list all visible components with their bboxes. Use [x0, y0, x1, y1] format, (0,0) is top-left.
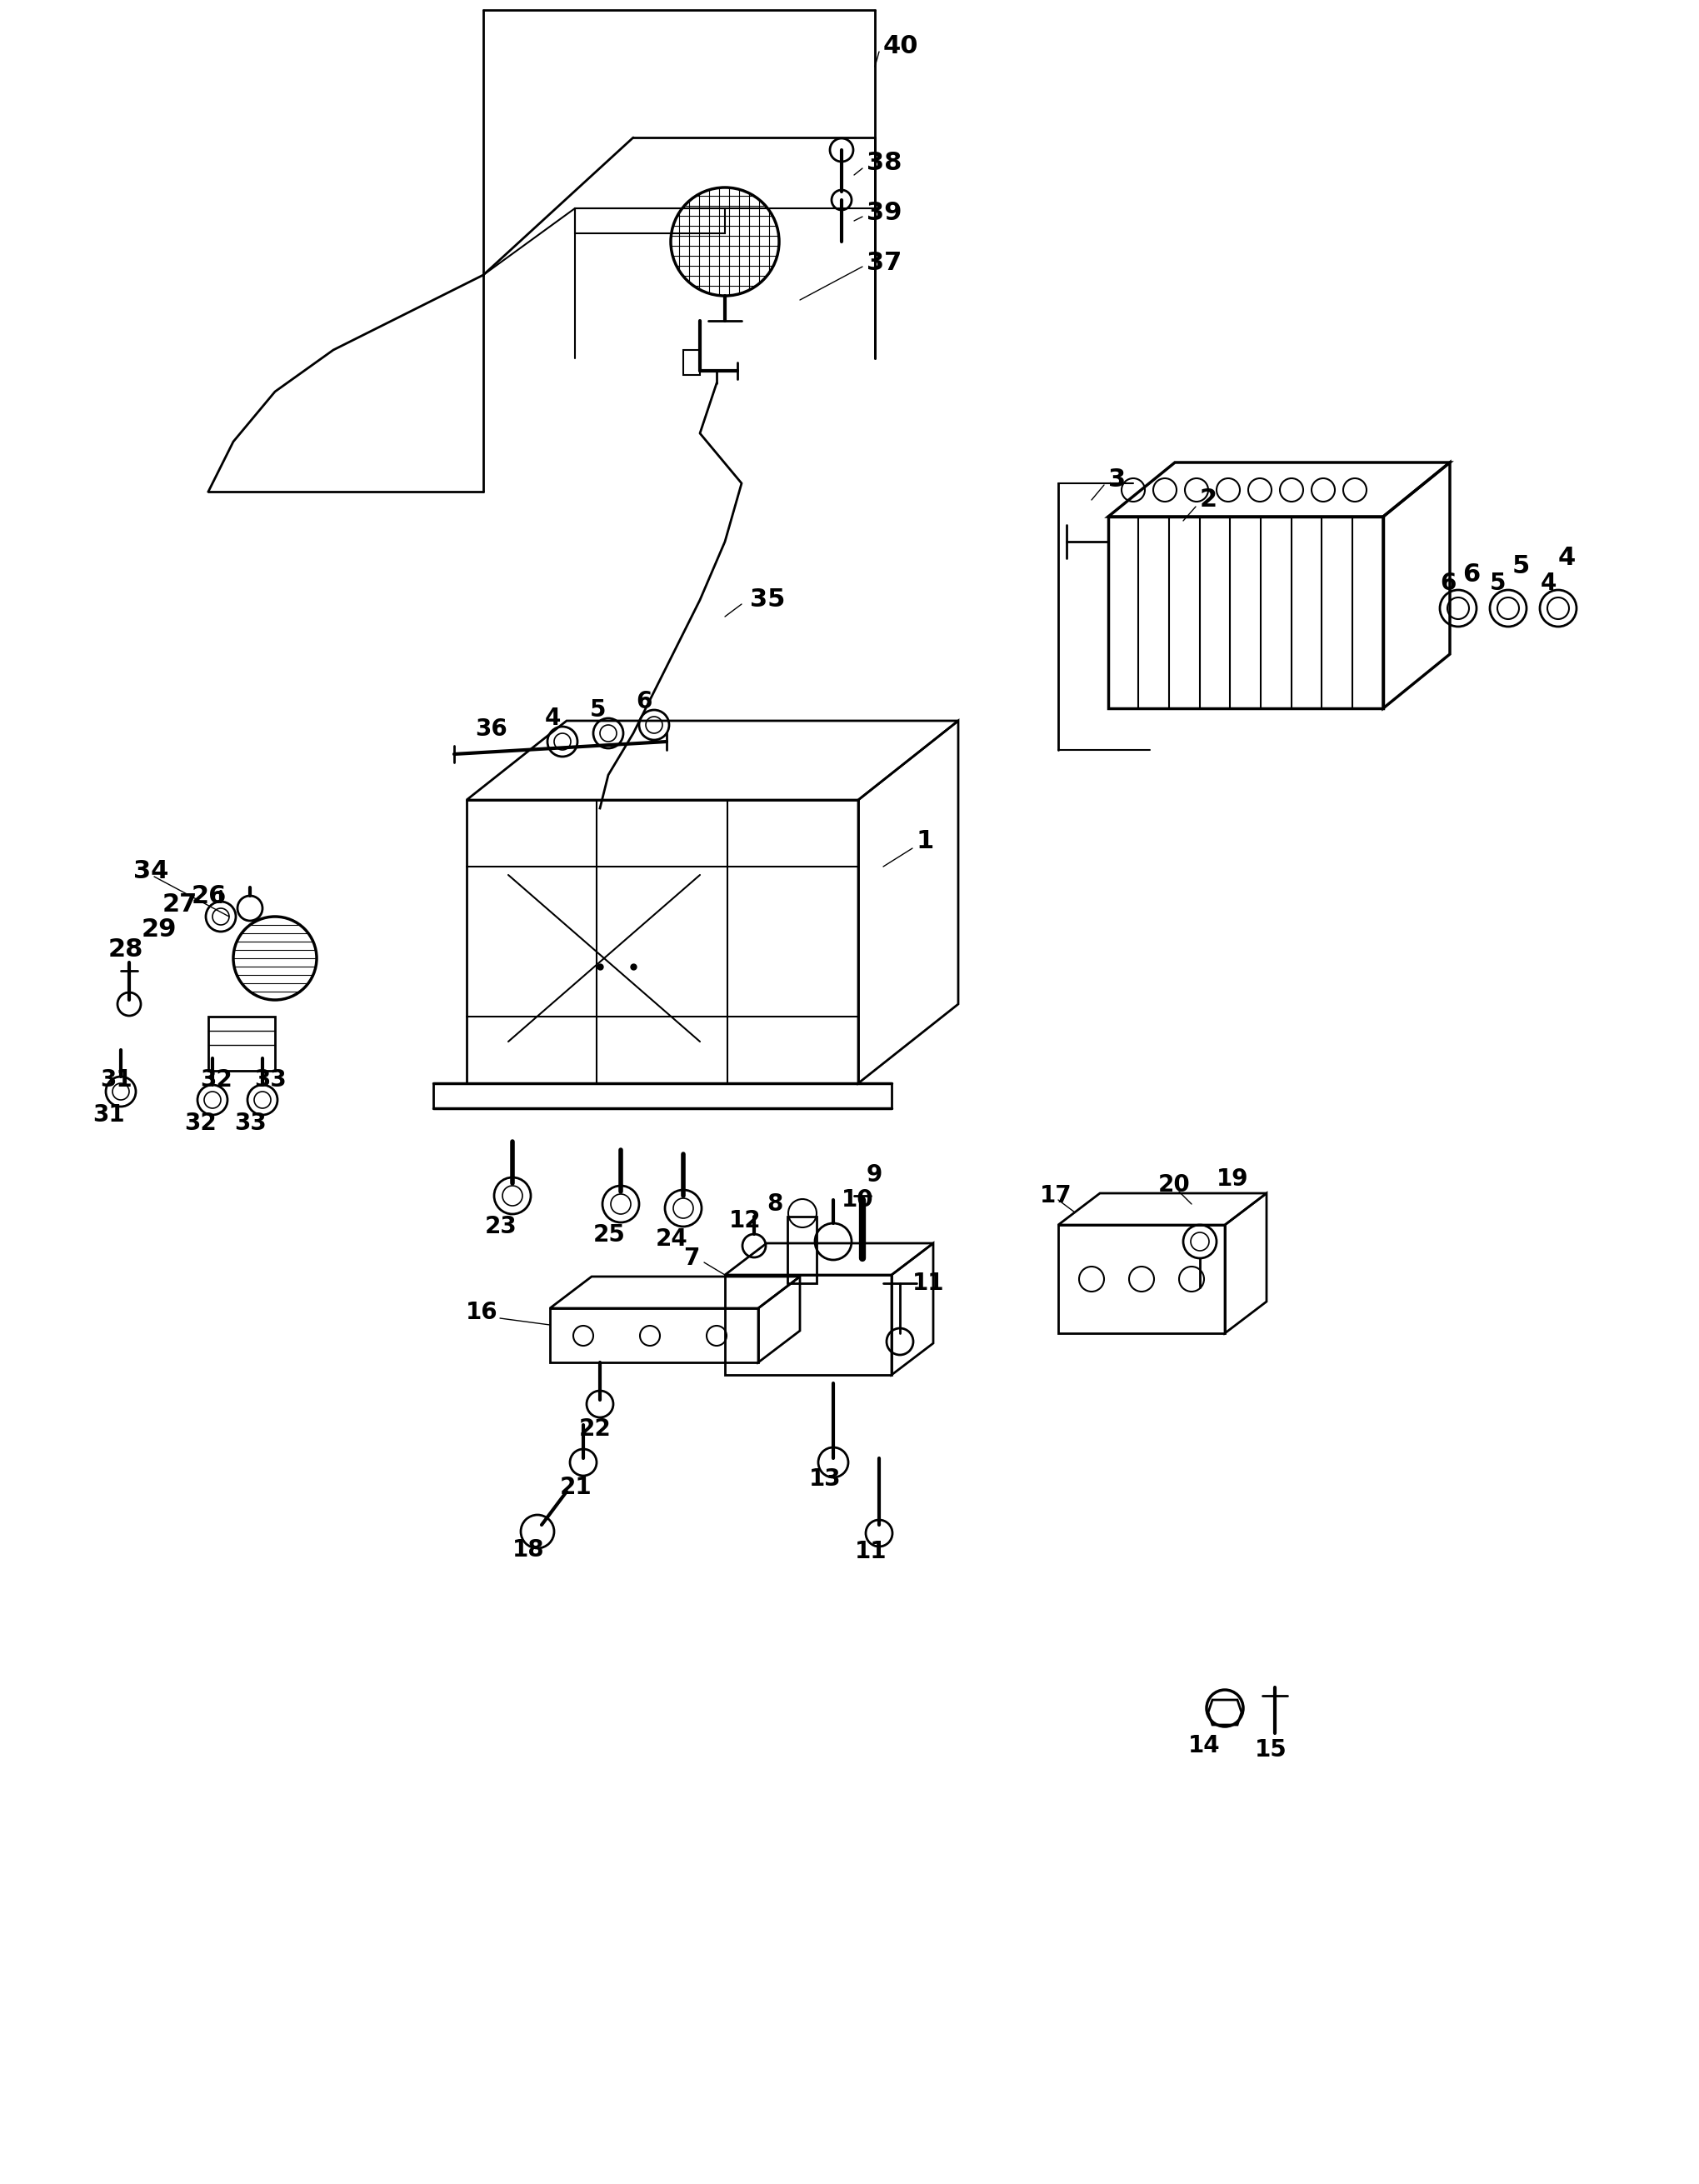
Text: 32: 32 — [185, 1112, 217, 1136]
Text: 23: 23 — [484, 1214, 516, 1238]
Text: 5: 5 — [590, 699, 607, 721]
Text: 31: 31 — [93, 1103, 126, 1127]
Text: 21: 21 — [559, 1476, 591, 1498]
Text: 38: 38 — [866, 151, 902, 175]
Text: 18: 18 — [511, 1538, 544, 1562]
Text: 25: 25 — [593, 1223, 625, 1247]
Bar — [1108, 518, 1383, 708]
Text: 33: 33 — [234, 1112, 267, 1136]
Text: 14: 14 — [1188, 1734, 1220, 1758]
Text: 37: 37 — [866, 251, 902, 275]
Text: 9: 9 — [866, 1164, 882, 1186]
Text: 33: 33 — [255, 1068, 287, 1092]
Bar — [550, 1308, 758, 1363]
Text: 26: 26 — [192, 885, 228, 909]
Bar — [574, 207, 724, 234]
Bar — [787, 1216, 816, 1284]
Text: 7: 7 — [683, 1247, 700, 1269]
Bar — [724, 1275, 892, 1376]
Text: 22: 22 — [579, 1417, 612, 1441]
Text: 29: 29 — [141, 917, 177, 941]
Text: 17: 17 — [1040, 1184, 1072, 1208]
Text: 40: 40 — [883, 33, 917, 59]
Text: 5: 5 — [1512, 555, 1529, 579]
Bar — [1058, 1225, 1225, 1332]
Text: 34: 34 — [133, 858, 168, 882]
Text: 32: 32 — [200, 1068, 233, 1092]
Text: 1: 1 — [916, 830, 934, 854]
Text: 11: 11 — [855, 1540, 887, 1564]
Text: 35: 35 — [749, 587, 785, 612]
Text: 4: 4 — [544, 708, 561, 729]
Text: 6: 6 — [635, 690, 652, 714]
Text: 8: 8 — [766, 1192, 782, 1216]
Text: 12: 12 — [729, 1210, 761, 1232]
Text: 39: 39 — [866, 201, 902, 225]
Text: 4: 4 — [1558, 546, 1575, 570]
Text: 15: 15 — [1254, 1738, 1286, 1762]
Text: 13: 13 — [809, 1468, 841, 1492]
Text: 3: 3 — [1108, 467, 1125, 491]
Text: 36: 36 — [474, 719, 506, 740]
Text: 10: 10 — [841, 1188, 873, 1212]
Text: 28: 28 — [109, 937, 143, 961]
Text: 24: 24 — [656, 1227, 688, 1251]
Text: 20: 20 — [1157, 1173, 1189, 1197]
Text: 27: 27 — [163, 891, 197, 915]
Text: 19: 19 — [1216, 1168, 1249, 1190]
Text: 11: 11 — [912, 1271, 945, 1295]
Text: 6: 6 — [1439, 572, 1456, 594]
Text: 6: 6 — [1461, 563, 1480, 587]
Text: 31: 31 — [100, 1068, 133, 1092]
Text: 2: 2 — [1199, 487, 1216, 511]
Text: 5: 5 — [1490, 572, 1505, 594]
Text: 16: 16 — [466, 1302, 498, 1324]
Text: 4: 4 — [1539, 572, 1556, 594]
Bar — [209, 1016, 275, 1070]
